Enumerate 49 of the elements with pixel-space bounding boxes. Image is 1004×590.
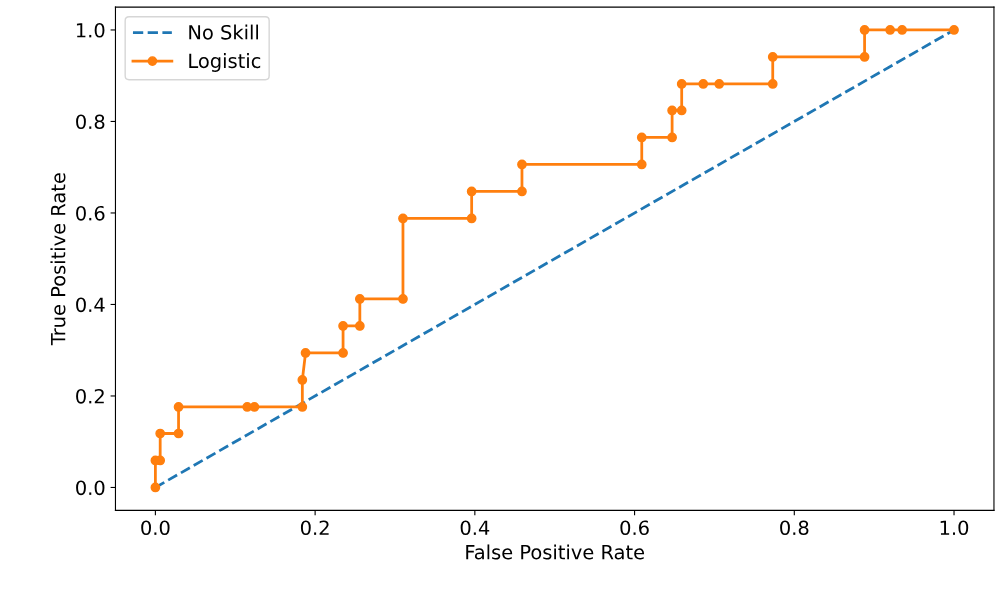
- point: [354, 321, 365, 331]
- y-tick-label: 0.6: [76, 205, 105, 221]
- y-axis-title: True Positive Rate: [50, 173, 66, 346]
- point: [398, 294, 408, 304]
- y-tick-label: 0.2: [76, 388, 104, 404]
- legend-label: No Skill: [189, 24, 259, 40]
- point: [517, 159, 527, 170]
- point: [667, 105, 677, 116]
- point: [398, 213, 408, 224]
- x-tick-label: 0.4: [460, 520, 490, 536]
- point: [885, 25, 895, 35]
- x-tick-label: 0.0: [141, 520, 170, 536]
- point: [636, 159, 647, 170]
- point: [338, 348, 348, 358]
- point: [338, 321, 348, 331]
- point: [173, 402, 184, 412]
- point: [676, 79, 687, 89]
- x-tick-label: 1.0: [940, 520, 969, 536]
- y-tick-label: 1.0: [76, 22, 105, 38]
- y-tick-label: 0.4: [76, 297, 105, 313]
- point: [466, 213, 477, 224]
- x-tick-label: 0.2: [300, 520, 329, 536]
- point: [354, 294, 365, 304]
- point: [636, 132, 647, 143]
- point: [155, 428, 166, 439]
- point: [173, 428, 184, 439]
- y-tick-label: 0.0: [76, 480, 105, 496]
- point: [517, 186, 527, 197]
- point: [466, 186, 477, 197]
- point: [297, 402, 308, 412]
- point: [297, 375, 308, 385]
- point: [676, 105, 687, 116]
- point: [698, 79, 709, 89]
- x-tick-label: 0.8: [780, 520, 809, 536]
- point: [300, 348, 311, 358]
- point: [949, 25, 959, 35]
- point: [150, 482, 161, 493]
- point: [897, 25, 907, 35]
- point: [859, 52, 870, 62]
- legend-label: Logistic: [189, 53, 261, 72]
- point: [859, 25, 870, 35]
- point: [767, 52, 778, 62]
- point: [249, 402, 260, 412]
- point: [714, 79, 725, 89]
- point: [667, 132, 677, 143]
- point: [767, 79, 778, 89]
- x-tick-label: 0.6: [620, 520, 649, 536]
- x-axis-title: False Positive Rate: [466, 544, 645, 560]
- y-tick-label: 0.8: [76, 114, 105, 130]
